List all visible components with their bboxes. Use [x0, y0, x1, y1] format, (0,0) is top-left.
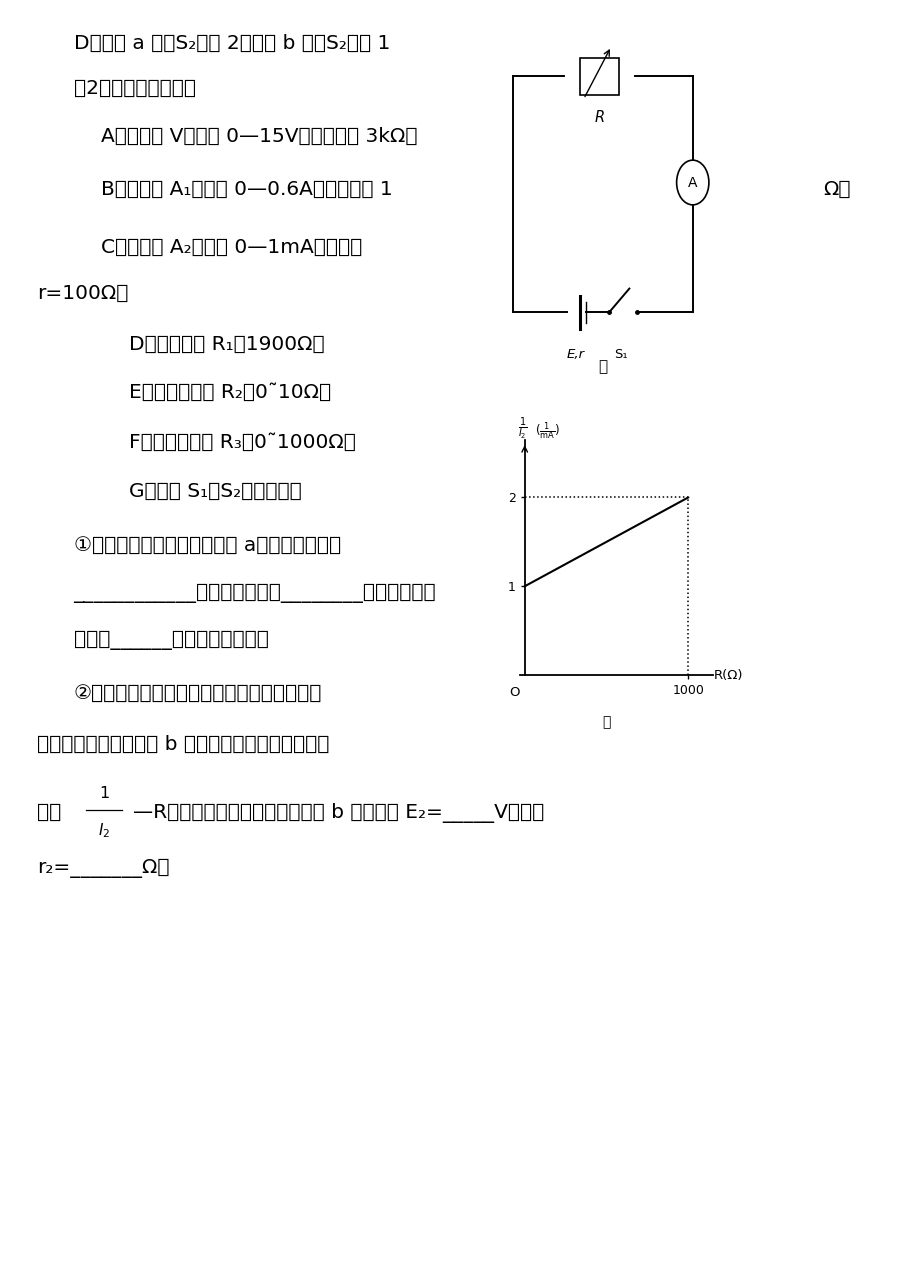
Text: ____________，电流表应选用________，滑动变阻器: ____________，电流表应选用________，滑动变阻器: [74, 585, 436, 603]
Text: ②乙同学另找来一电阻箱，结合电流表用如图: ②乙同学另找来一电阻箱，结合电流表用如图: [74, 684, 322, 702]
Text: Ω）: Ω）: [823, 181, 850, 199]
Text: D．定值电阻 R₁（1900Ω）: D．定值电阻 R₁（1900Ω）: [129, 335, 324, 353]
Text: E．滑动变阻器 R₂（0˜10Ω）: E．滑动变阻器 R₂（0˜10Ω）: [129, 383, 331, 401]
Text: B．电流表 A₁（量程 0—0.6A，内阻约为 1: B．电流表 A₁（量程 0—0.6A，内阻约为 1: [101, 181, 392, 199]
Text: F．滑动变阻器 R₃（0˜1000Ω）: F．滑动变阻器 R₃（0˜1000Ω）: [129, 433, 356, 451]
Text: R(Ω): R(Ω): [713, 669, 743, 682]
Text: （2）现有下列器材：: （2）现有下列器材：: [74, 79, 196, 97]
Text: $I_2$: $I_2$: [97, 822, 110, 840]
Text: 乙: 乙: [598, 359, 607, 375]
Text: C．电流表 A₂（量程 0—1mA，内阻为: C．电流表 A₂（量程 0—1mA，内阻为: [101, 238, 362, 256]
Text: 1: 1: [98, 786, 109, 801]
Text: 应选用______。（填字母代号）: 应选用______。（填字母代号）: [74, 632, 268, 650]
Text: 乙所示电路对水果电池 b 进行测量。测得多组数据，: 乙所示电路对水果电池 b 进行测量。测得多组数据，: [37, 735, 329, 753]
Text: E,r: E,r: [566, 348, 584, 362]
Text: 丙: 丙: [602, 715, 610, 729]
Text: R: R: [594, 111, 604, 125]
Text: G．电键 S₁、S₂，导线若干: G．电键 S₁、S₂，导线若干: [129, 483, 301, 501]
Text: r=100Ω）: r=100Ω）: [37, 284, 128, 302]
Text: —R图象如图丙所示，则水果电池 b 的电动势 E₂=_____V，内阻: —R图象如图丙所示，则水果电池 b 的电动势 E₂=_____V，内阻: [133, 803, 544, 823]
Bar: [579, 57, 618, 96]
Text: D．测试 a 时，S₂表接 2，测试 b 时，S₂表接 1: D．测试 a 时，S₂表接 2，测试 b 时，S₂表接 1: [74, 34, 390, 52]
Text: A: A: [687, 176, 697, 190]
Text: ①甲同学用上述器材测干电池 a，电压表应选用: ①甲同学用上述器材测干电池 a，电压表应选用: [74, 536, 340, 554]
Text: S₁: S₁: [613, 348, 627, 362]
Text: r₂=_______Ω。: r₂=_______Ω。: [37, 860, 169, 878]
Text: $\frac{1}{I_2}$: $\frac{1}{I_2}$: [517, 417, 527, 442]
Circle shape: [675, 161, 709, 205]
Text: 作出: 作出: [37, 804, 61, 822]
Text: A．电压表 V（量程 0—15V，内阻约为 3kΩ）: A．电压表 V（量程 0—15V，内阻约为 3kΩ）: [101, 127, 417, 145]
Text: $(\frac{1}{\mathrm{mA}})$: $(\frac{1}{\mathrm{mA}})$: [535, 420, 560, 442]
Text: O: O: [509, 685, 519, 699]
